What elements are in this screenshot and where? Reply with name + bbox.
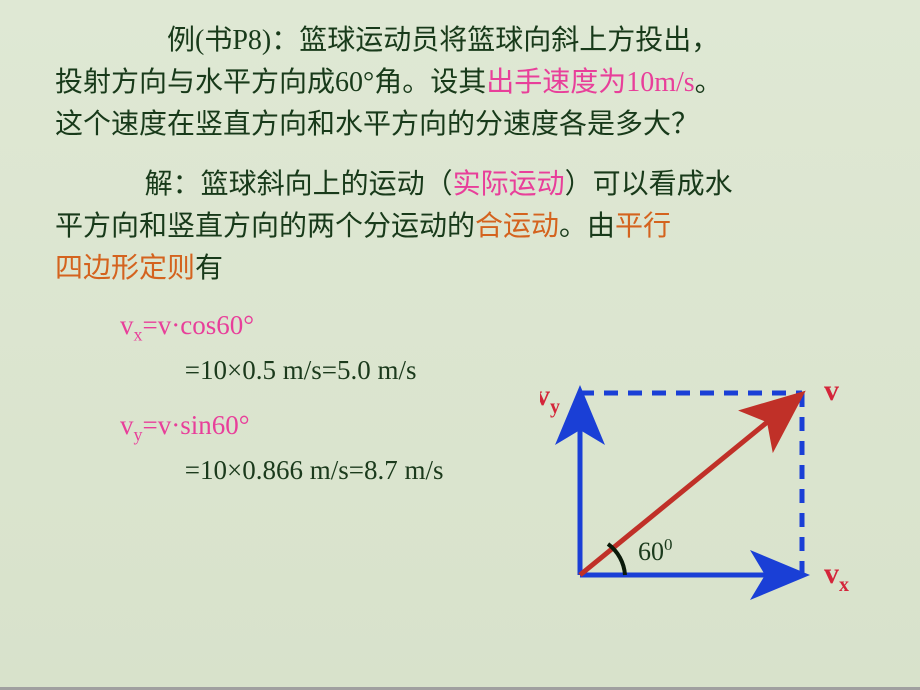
equation-vx-line1: vx=v·cos60° (120, 305, 865, 348)
vector-diagram: vy v vx 600 (540, 345, 885, 605)
eq-vy-expr: =v·sin60° (143, 410, 250, 440)
label-angle: 600 (638, 535, 673, 566)
solution-highlight-2: 合运动 (475, 211, 559, 242)
solution-text-5: 有 (195, 253, 223, 284)
solution-text-2: ）可以看成水 (565, 169, 733, 200)
label-vx: vx (824, 557, 849, 596)
problem-text-post: 。 (695, 67, 723, 98)
angle-arc (608, 544, 625, 575)
eq-vy-symbol: vy (120, 410, 143, 440)
problem-highlight-speed: 出手速度为10m/s (486, 67, 694, 98)
problem-statement: 例(书P8)：篮球运动员将篮球向斜上方投出， 投射方向与水平方向成60°角。设其… (55, 20, 865, 146)
solution-line-2: 平方向和竖直方向的两个分运动的合运动。由平行 (55, 206, 865, 248)
problem-line-1: 例(书P8)：篮球运动员将篮球向斜上方投出， (55, 20, 865, 62)
solution-text-1: 解：篮球斜向上的运动（ (145, 169, 453, 200)
solution-highlight-1: 实际运动 (453, 169, 565, 200)
problem-text-pre: 投射方向与水平方向成60°角。设其 (55, 67, 486, 98)
solution-highlight-3b: 四边形定则 (55, 253, 195, 284)
solution-line-1: 解：篮球斜向上的运动（实际运动）可以看成水 (55, 164, 865, 206)
solution-text-4: 。由 (559, 211, 615, 242)
problem-line-2: 投射方向与水平方向成60°角。设其出手速度为10m/s。 (55, 62, 865, 104)
solution-text-3: 平方向和竖直方向的两个分运动的 (55, 211, 475, 242)
eq-vx-symbol: vx (120, 310, 143, 340)
solution-text: 解：篮球斜向上的运动（实际运动）可以看成水 平方向和竖直方向的两个分运动的合运动… (55, 164, 865, 290)
label-v: v (824, 374, 839, 407)
solution-highlight-3a: 平行 (615, 211, 671, 242)
eq-vx-expr: =v·cos60° (143, 310, 255, 340)
label-vy: vy (540, 379, 560, 418)
solution-line-3: 四边形定则有 (55, 248, 865, 290)
problem-line-3: 这个速度在竖直方向和水平方向的分速度各是多大？ (55, 104, 865, 146)
